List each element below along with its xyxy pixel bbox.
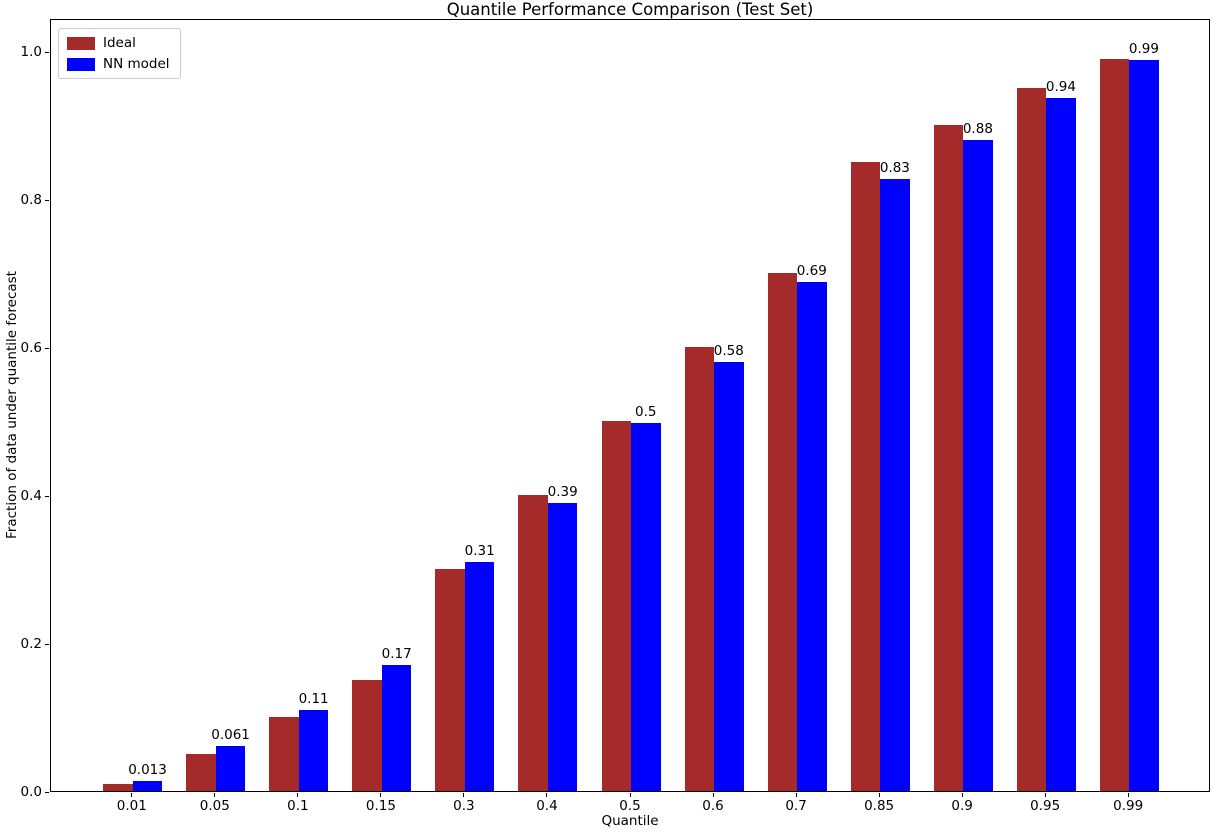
bar-ideal [850, 162, 881, 791]
x-tick-mark [131, 793, 133, 797]
bar-nn-model [963, 140, 993, 791]
bar-ideal [601, 421, 631, 791]
bar-nn-model [547, 502, 578, 791]
x-tick-mark [961, 793, 963, 797]
bar-value-label: 0.013 [128, 762, 167, 779]
bar-nn-model [381, 665, 412, 791]
bar-nn-model [714, 361, 744, 791]
x-tick-label: 0.85 [864, 798, 895, 814]
bar-ideal [933, 125, 964, 791]
bar-nn-model [1046, 97, 1076, 791]
bar-value-label: 0.83 [879, 159, 910, 176]
x-tick-mark [795, 793, 797, 797]
bar-ideal [269, 717, 299, 791]
bar-value-label: 0.17 [381, 646, 412, 663]
legend-swatch-ideal [67, 36, 95, 50]
x-tick-label: 0.4 [536, 798, 558, 814]
bar-nn-model [464, 561, 495, 791]
x-tick-label: 0.1 [287, 798, 309, 814]
bar-ideal [518, 495, 548, 791]
x-tick-mark [712, 793, 714, 797]
y-tick-mark [45, 495, 49, 497]
bar-value-label: 0.39 [547, 483, 578, 500]
legend-item: Ideal [67, 35, 170, 51]
y-tick-mark [45, 51, 49, 53]
bar-value-label: 0.88 [962, 121, 993, 138]
legend-label: Ideal [103, 35, 136, 51]
y-tick-mark [45, 643, 49, 645]
bar-ideal [1099, 58, 1130, 791]
bar-value-label: 0.5 [635, 404, 657, 421]
bar-value-label: 0.99 [1128, 41, 1159, 58]
y-tick-label: 1.0 [20, 43, 42, 60]
bar-value-label: 0.061 [211, 726, 250, 743]
plot-area: 0.013 0.061 0.11 0.17 0.31 0.39 0.5 0.58 0.69 0.8… [50, 19, 1210, 792]
bar-nn-model [797, 282, 827, 791]
bar-value-label: 0.58 [713, 342, 744, 359]
x-tick-label: 0.3 [453, 798, 475, 814]
x-tick-mark [1127, 793, 1129, 797]
bar-ideal [186, 754, 216, 791]
x-tick-label: 0.01 [116, 798, 147, 814]
bar-nn-model [132, 781, 163, 791]
x-tick-label: 0.5 [619, 798, 641, 814]
bar-value-label: 0.31 [464, 542, 495, 559]
y-tick-label: 0.8 [20, 191, 42, 208]
y-tick-mark [45, 347, 49, 349]
bar-ideal [684, 347, 715, 791]
bar-nn-model [880, 178, 910, 791]
y-tick-mark [45, 791, 49, 793]
x-tick-label: 0.9 [951, 798, 973, 814]
x-tick-mark [214, 793, 216, 797]
bar-ideal [767, 273, 798, 791]
bar-ideal [103, 783, 133, 791]
x-tick-mark [1044, 793, 1046, 797]
x-tick-mark [629, 793, 631, 797]
x-tick-label: 0.7 [785, 798, 807, 814]
legend-item: NN model [67, 56, 170, 72]
x-tick-label: 0.15 [365, 798, 396, 814]
bar-nn-model [631, 423, 661, 791]
bar-nn-model [215, 745, 246, 791]
legend: Ideal NN model [58, 28, 181, 79]
x-tick-mark [878, 793, 880, 797]
bar-ideal [352, 680, 382, 791]
y-tick-label: 0.4 [20, 487, 42, 504]
x-tick-mark [297, 793, 299, 797]
x-axis-label: Quantile [601, 813, 659, 829]
x-tick-label: 0.6 [702, 798, 724, 814]
y-tick-label: 0.2 [20, 635, 42, 652]
bar-value-label: 0.69 [796, 263, 827, 280]
x-tick-label: 0.05 [199, 798, 230, 814]
chart-title: Quantile Performance Comparison (Test Se… [446, 0, 814, 19]
bar-ideal [1016, 88, 1047, 791]
x-tick-mark [463, 793, 465, 797]
bar-nn-model [1129, 60, 1159, 791]
x-tick-label: 0.99 [1113, 798, 1144, 814]
bar-value-label: 0.94 [1045, 78, 1076, 95]
bar-value-label: 0.11 [298, 690, 329, 707]
x-tick-label: 0.95 [1030, 798, 1061, 814]
legend-swatch-nn-model [67, 57, 95, 71]
y-tick-label: 0.6 [20, 339, 42, 356]
y-tick-label: 0.0 [20, 783, 42, 800]
x-tick-mark [380, 793, 382, 797]
bar-nn-model [298, 709, 329, 791]
bar-ideal [435, 569, 465, 791]
x-tick-mark [546, 793, 548, 797]
y-tick-mark [45, 199, 49, 201]
legend-label: NN model [103, 56, 170, 72]
